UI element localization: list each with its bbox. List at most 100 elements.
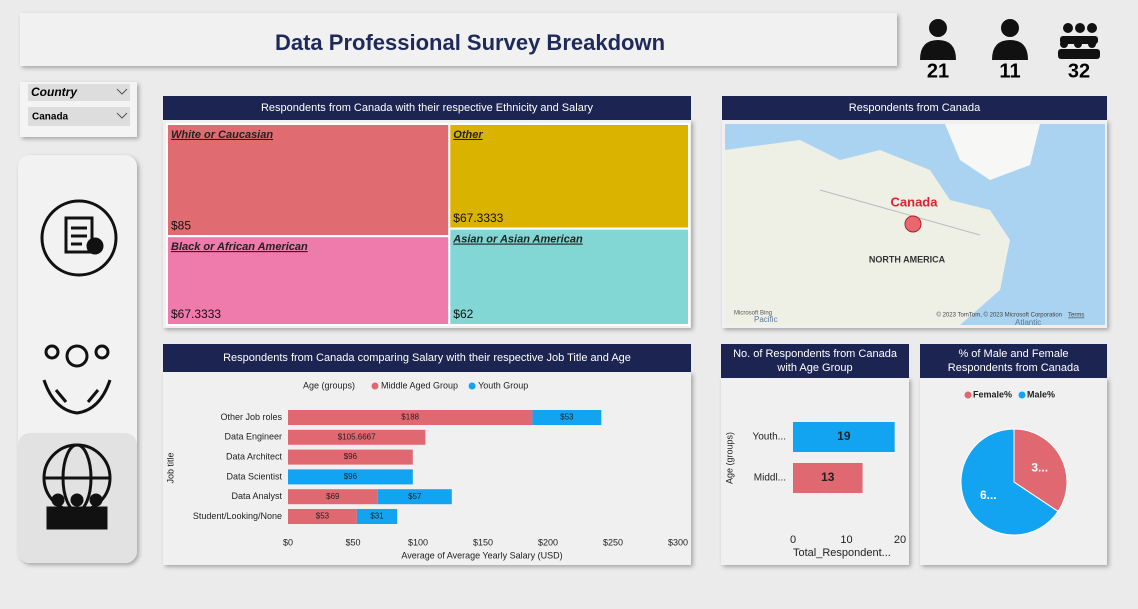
chevron (116, 88, 128, 95)
y-tick-label: Other Job roles (220, 412, 282, 422)
x-tick-label: $150 (473, 537, 493, 547)
legend-label: Male% (1027, 389, 1055, 399)
map-marker (904, 215, 922, 233)
data-label: 6... (980, 488, 997, 502)
treemap-tile (166, 123, 451, 238)
data-label: 19 (837, 429, 851, 443)
slicer-label-bg (28, 84, 130, 101)
legend-marker (468, 382, 476, 390)
bar-segment (288, 489, 378, 505)
data-label: $57 (408, 492, 422, 501)
tile-label: Asian or Asian American (452, 234, 583, 246)
nav-icon[interactable] (40, 199, 118, 277)
map-attribution: © 2023 TomTom, © 2023 Microsoft Corporat… (937, 312, 1062, 319)
y-tick-label: Middl... (754, 473, 786, 484)
legend-label: Youth Group (478, 380, 528, 390)
bar-segment (288, 509, 357, 524)
x-tick-label: $200 (538, 537, 558, 547)
slicer-dropdown[interactable] (28, 107, 130, 126)
legend-title: Age (groups) (303, 380, 355, 390)
panel-header: Respondents from Canada comparing Salary… (163, 344, 691, 372)
x-tick-label: $50 (345, 537, 360, 547)
y-tick-label: Data Engineer (224, 432, 282, 442)
nav-icon[interactable] (42, 443, 112, 530)
bar-segment (288, 429, 426, 445)
data-label: $96 (344, 472, 358, 481)
data-label: 3... (1031, 460, 1048, 474)
y-tick-label: Youth... (752, 432, 786, 443)
kpi-icons (920, 19, 1100, 60)
x-tick-label: $300 (668, 537, 688, 547)
page-title: Data Professional Survey Breakdown (275, 30, 665, 55)
kpi-value: 11 (999, 60, 1020, 82)
map-logo: Microsoft Bing (734, 311, 772, 317)
x-tick-label: 10 (840, 534, 852, 546)
tile-value: $67.3333 (453, 211, 503, 225)
kpi-value: 32 (1068, 60, 1090, 82)
data-label: $105.6667 (338, 432, 376, 441)
data-label: $188 (401, 413, 419, 422)
panel-header: Respondents from Canada (722, 96, 1107, 120)
slicer-value[interactable]: Canada (32, 112, 69, 123)
data-label: $53 (560, 413, 574, 422)
y-tick-label: Data Scientist (226, 471, 282, 481)
legend-marker (371, 382, 379, 390)
x-tick-label: 0 (790, 534, 796, 546)
tile-label: White or Caucasian (171, 129, 273, 141)
header-box (20, 13, 897, 66)
kpi-value: 21 (927, 60, 949, 82)
chevron (116, 112, 128, 119)
slicer-label: Country (31, 85, 78, 99)
legend-marker (1018, 391, 1026, 399)
treemap-tile (448, 227, 691, 326)
treemap-tile (166, 235, 451, 326)
y-axis-title: Age (groups) (724, 432, 734, 484)
data-label: $69 (326, 492, 340, 501)
y-tick-label: Data Analyst (231, 491, 282, 501)
panel-header: % of Male and Female Respondents from Ca… (920, 344, 1107, 378)
map-ocean-label: Atlantic (1015, 318, 1041, 327)
data-label: $31 (370, 512, 384, 521)
bar-segment (377, 489, 452, 505)
pie-slice (960, 428, 1059, 536)
panel-header: Respondents from Canada with their respe… (163, 96, 691, 120)
bar-segment (288, 449, 413, 465)
map-border (819, 189, 981, 236)
map-greenland (945, 124, 1040, 180)
x-axis-title: Average of Average Yearly Salary (USD) (401, 550, 562, 560)
x-axis-title: Total_Respondent... (793, 547, 891, 559)
data-label: $96 (344, 452, 358, 461)
data-label: $53 (316, 512, 330, 521)
map-terms: Terms (1068, 313, 1084, 319)
y-axis-title: Job title (165, 452, 175, 483)
data-label: 13 (821, 470, 835, 484)
treemap-tile (448, 123, 691, 230)
tile-label: Black or African American (171, 241, 308, 253)
bar-segment (532, 410, 602, 425)
bar-segment (288, 469, 413, 485)
bar (793, 463, 863, 493)
x-tick-label: $250 (603, 537, 623, 547)
x-tick-label: $100 (408, 537, 428, 547)
legend-label: Female% (973, 389, 1012, 399)
panel (163, 372, 691, 565)
map-region-label: NORTH AMERICA (869, 254, 946, 264)
tile-value: $85 (171, 218, 191, 232)
legend-marker (964, 391, 972, 399)
bar-segment (288, 410, 533, 425)
legend-label: Middle Aged Group (381, 380, 458, 390)
bar-segment (356, 509, 398, 524)
x-tick-label: 20 (894, 534, 906, 546)
map-land (725, 140, 1010, 325)
tile-value: $67.3333 (171, 307, 221, 321)
x-tick-label: $0 (283, 537, 293, 547)
panel-header: No. of Respondents from Canada with Age … (721, 344, 909, 378)
map-ocean-label: Pacific (754, 315, 778, 324)
tile-label: Other (453, 129, 483, 141)
y-tick-label: Data Architect (226, 451, 283, 461)
nav-icon[interactable] (42, 344, 112, 415)
tile-value: $62 (453, 307, 473, 321)
bar (793, 422, 895, 452)
